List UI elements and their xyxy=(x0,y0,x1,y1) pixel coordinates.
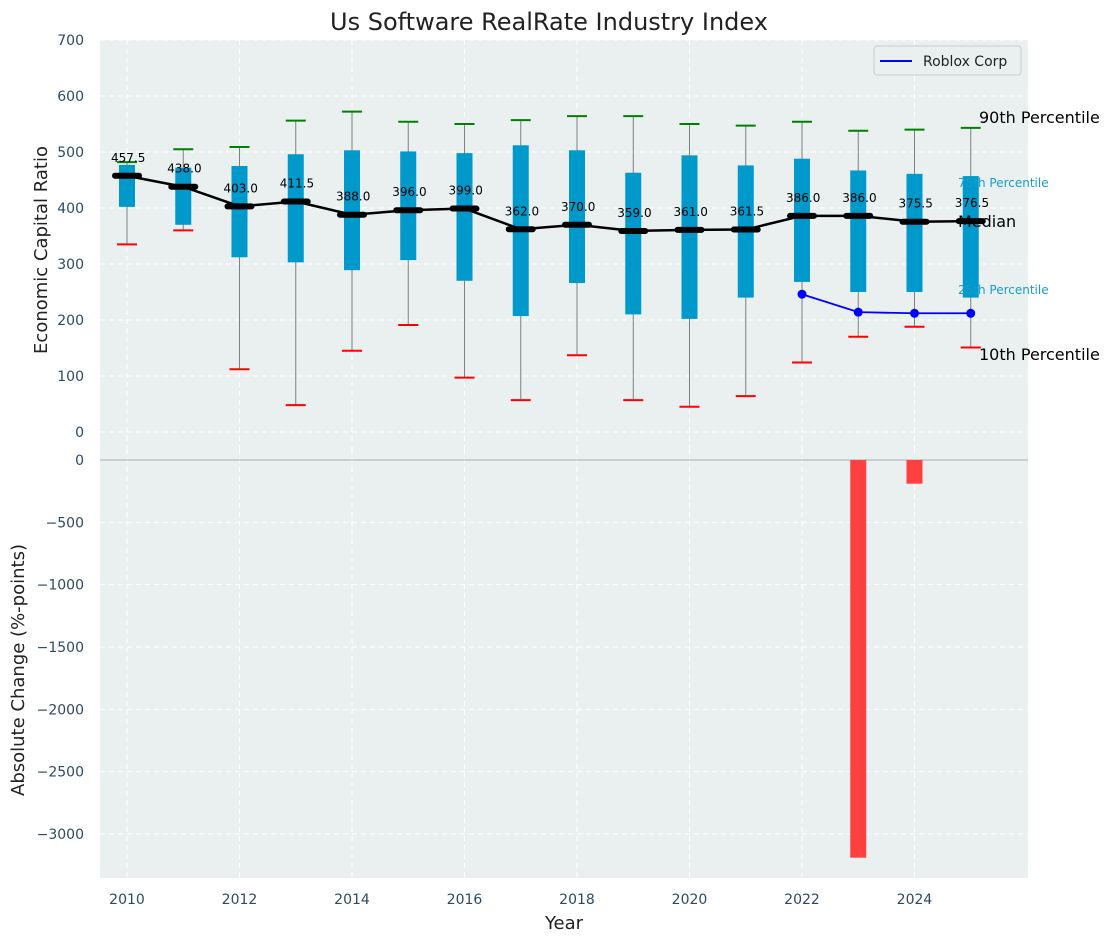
x-tick-labels: 2010 2012 2014 2016 2018 2020 2022 2024 xyxy=(109,892,932,908)
roblox-point xyxy=(797,289,807,299)
iqr-box xyxy=(625,172,642,315)
median-value-label: 388.0 xyxy=(336,190,370,204)
roblox-point xyxy=(910,308,919,318)
box-2013 xyxy=(285,119,306,407)
median-value-label: 386.0 xyxy=(842,191,876,205)
median-line xyxy=(126,174,971,233)
box-2022 xyxy=(792,120,812,364)
iqr-box xyxy=(850,170,867,292)
top-y-tick-labels: 0 100 200 300 400 500 600 700 xyxy=(57,33,84,441)
iqr-box xyxy=(456,153,473,281)
box-plot-group xyxy=(117,110,981,408)
median-value-label: 376.5 xyxy=(955,196,989,210)
x-axis-label: Year xyxy=(544,913,584,934)
box-2025 xyxy=(960,126,981,349)
top-y-tick: 500 xyxy=(57,145,84,161)
bottom-plot-background xyxy=(100,449,1028,878)
legend: Roblox Corp xyxy=(873,45,1022,76)
box-2016 xyxy=(454,123,475,379)
median-value-label: 403.0 xyxy=(224,181,258,195)
median-line-group xyxy=(112,172,986,234)
change-bars-group xyxy=(850,460,923,858)
box-2020 xyxy=(679,123,700,408)
chart-title: Us Software RealRate Industry Index xyxy=(330,8,768,36)
iqr-box xyxy=(400,151,417,261)
annotation-median: Median xyxy=(958,212,1016,231)
box-2023 xyxy=(848,129,869,338)
median-value-label: 370.0 xyxy=(561,200,595,214)
iqr-box xyxy=(906,173,923,292)
iqr-box xyxy=(344,150,360,271)
x-tick: 2018 xyxy=(559,892,595,908)
box-2019 xyxy=(623,115,644,402)
bottom-y-tick: 0 xyxy=(75,453,84,469)
box-2024 xyxy=(904,128,925,328)
bottom-gridlines xyxy=(100,449,1028,878)
iqr-box xyxy=(794,158,810,282)
annotation-p75: 75th Percentile xyxy=(958,176,1049,190)
roblox-point xyxy=(853,307,863,317)
change-bar-2024 xyxy=(906,460,923,484)
iqr-box xyxy=(569,150,585,284)
iqr-box xyxy=(175,167,192,225)
x-tick: 2016 xyxy=(447,892,483,908)
median-value-label: 359.0 xyxy=(617,206,651,220)
median-value-label: 361.0 xyxy=(674,205,708,219)
median-value-label: 361.5 xyxy=(730,205,764,219)
bottom-y-tick: −500 xyxy=(46,515,84,531)
annotation-p90: 90th Percentile xyxy=(979,108,1100,127)
bottom-y-tick: −2000 xyxy=(37,702,84,718)
box-2018 xyxy=(567,115,587,357)
top-y-tick: 200 xyxy=(57,313,84,329)
top-y-tick: 0 xyxy=(75,425,84,441)
median-value-label: 399.0 xyxy=(449,184,483,198)
median-value-label: 396.0 xyxy=(392,185,426,199)
x-tick: 2020 xyxy=(672,892,708,908)
top-y-tick: 400 xyxy=(57,201,84,217)
median-value-label: 386.0 xyxy=(786,191,820,205)
x-tick: 2022 xyxy=(784,892,820,908)
median-value-label: 411.5 xyxy=(280,177,314,191)
legend-roblox-label: Roblox Corp xyxy=(923,54,1007,70)
iqr-box xyxy=(287,154,304,263)
annotation-p25: 25th Percentile xyxy=(958,283,1049,297)
top-y-tick: 100 xyxy=(57,369,84,385)
box-2011 xyxy=(173,148,194,232)
legend-box xyxy=(873,45,1022,76)
top-y-tick: 600 xyxy=(57,89,84,105)
x-tick: 2012 xyxy=(222,892,258,908)
change-bar-2023 xyxy=(850,460,867,858)
annotation-p10: 10th Percentile xyxy=(979,345,1100,364)
x-tick: 2024 xyxy=(897,892,933,908)
iqr-box xyxy=(681,155,698,319)
x-tick: 2014 xyxy=(334,892,370,908)
bottom-y-tick: −2500 xyxy=(37,765,84,781)
box-2014 xyxy=(342,110,362,352)
bottom-y-tick: −3000 xyxy=(37,827,84,843)
bottom-y-tick: −1500 xyxy=(37,640,84,656)
top-y-axis-label: Economic Capital Ratio xyxy=(31,146,52,354)
iqr-box xyxy=(119,164,135,207)
top-plot-background xyxy=(100,40,1028,449)
bottom-y-tick-labels: 0 −500 −1000 −1500 −2000 −2500 −3000 xyxy=(37,453,84,843)
roblox-series-group xyxy=(797,289,976,318)
median-value-label: 375.5 xyxy=(899,197,933,211)
median-value-label: 362.0 xyxy=(505,204,539,218)
bottom-y-tick: −1000 xyxy=(37,578,84,594)
box-2015 xyxy=(398,120,419,327)
top-y-tick: 700 xyxy=(57,33,84,49)
iqr-box xyxy=(231,166,248,258)
top-y-tick: 300 xyxy=(57,257,84,273)
median-value-labels: 457.5 438.0 403.0 411.5 388.0 396.0 399.0 362.0… xyxy=(111,151,989,220)
median-value-label: 457.5 xyxy=(111,151,145,165)
top-gridlines xyxy=(100,39,1028,449)
median-value-label: 438.0 xyxy=(167,162,201,176)
bottom-y-axis-label: Absolute Change (%-points) xyxy=(8,544,29,796)
x-tick: 2010 xyxy=(109,892,145,908)
iqr-box xyxy=(962,176,979,298)
roblox-point xyxy=(966,308,976,318)
box-2012 xyxy=(229,145,250,371)
roblox-line xyxy=(801,293,971,315)
